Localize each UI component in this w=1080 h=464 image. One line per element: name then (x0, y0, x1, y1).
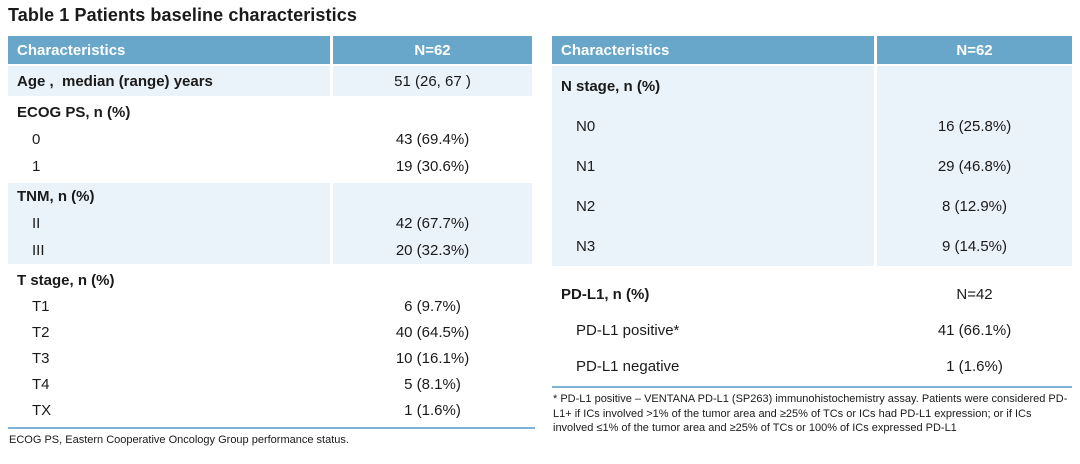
table-row: T stage, n (%) (8, 267, 532, 293)
row-label: T2 (32, 323, 50, 341)
table-body: Age , median (range) years 51 (26, 67 ) EC… (8, 66, 532, 423)
row-label: ECOG PS, n (%) (17, 104, 131, 121)
row-value: 16 (25.8%) (874, 106, 1072, 146)
row-value (330, 99, 532, 126)
table-row: II 42 (67.7%) (8, 210, 532, 237)
row-label: T stage, n (%) (17, 271, 115, 289)
row-label: N1 (576, 157, 596, 175)
row-value: 1 (1.6%) (874, 348, 1072, 384)
table-row: ECOG PS, n (%) (8, 99, 532, 126)
table-body: N stage, n (%) N0 16 (25.8%) N1 29 (46.8%) N2… (552, 66, 1072, 384)
row-group: ECOG PS, n (%) 0 43 (69.4%) 1 19 (30.6%) (8, 99, 532, 180)
baseline-table-left: Characteristics N=62 Age , median (range… (8, 36, 535, 448)
divider-line (552, 386, 1072, 388)
row-value: 51 (26, 67 ) (330, 66, 532, 96)
row-value: 43 (69.4%) (330, 126, 532, 153)
row-label: T3 (32, 349, 50, 367)
row-value: 9 (14.5%) (874, 226, 1072, 266)
row-value: N=42 (874, 276, 1072, 312)
row-label: Age , median (range) years (17, 72, 213, 90)
row-group: PD-L1, n (%) N=42 PD-L1 positive* 41 (66.1%… (552, 276, 1072, 384)
footnote-ecog: ECOG PS, Eastern Cooperative Oncology Gr… (9, 434, 349, 446)
row-label: N3 (576, 237, 596, 255)
row-value (330, 267, 532, 293)
row-label: 0 (32, 131, 41, 148)
row-group: Age , median (range) years 51 (26, 67 ) (8, 66, 532, 96)
table-row: N2 8 (12.9%) (552, 186, 1072, 226)
table-row: PD-L1 positive* 41 (66.1%) (552, 312, 1072, 348)
row-value: 1 (1.6%) (330, 397, 532, 423)
row-label: PD-L1 positive* (576, 321, 680, 339)
row-value: 20 (32.3%) (330, 237, 532, 264)
row-value (874, 66, 1072, 106)
table-row: N3 9 (14.5%) (552, 226, 1072, 266)
row-label: T4 (32, 375, 50, 393)
row-value: 29 (46.8%) (874, 146, 1072, 186)
row-value: 42 (67.7%) (330, 210, 532, 237)
row-value: 5 (8.1%) (330, 371, 532, 397)
row-label: N stage, n (%) (561, 77, 661, 95)
table-row: PD-L1, n (%) N=42 (552, 276, 1072, 312)
row-group: TNM, n (%) II 42 (67.7%) III 20 (32.3%) (8, 183, 532, 264)
table-header-row: Characteristics N=62 (552, 36, 1072, 64)
divider-line (8, 427, 535, 429)
table-row: T4 5 (8.1%) (8, 371, 532, 397)
page-title: Table 1 Patients baseline characteristic… (8, 5, 357, 25)
row-label: TNM, n (%) (17, 188, 95, 205)
row-value: 40 (64.5%) (330, 319, 532, 345)
table-row: Age , median (range) years 51 (26, 67 ) (8, 66, 532, 96)
table-row: T1 6 (9.7%) (8, 293, 532, 319)
row-label: II (32, 215, 41, 232)
table-header-row: Characteristics N=62 (8, 36, 532, 64)
table-row: 0 43 (69.4%) (8, 126, 532, 153)
table-row: T2 40 (64.5%) (8, 319, 532, 345)
table-row: N stage, n (%) (552, 66, 1072, 106)
row-label: PD-L1 negative (576, 357, 680, 375)
column-header-n62: N=62 (330, 36, 532, 64)
table-row: TNM, n (%) (8, 183, 532, 210)
row-label: N2 (576, 197, 596, 215)
row-group: T stage, n (%) T1 6 (9.7%) T2 40 (64.5%) T3 10… (8, 267, 532, 423)
row-value: 6 (9.7%) (330, 293, 532, 319)
table-row: T3 10 (16.1%) (8, 345, 532, 371)
row-value: 19 (30.6%) (330, 153, 532, 180)
row-label: III (32, 242, 45, 259)
column-header-characteristics: Characteristics (17, 41, 126, 59)
column-header-n62: N=62 (874, 36, 1072, 64)
row-label: T1 (32, 297, 50, 315)
row-group: N stage, n (%) N0 16 (25.8%) N1 29 (46.8%) N2… (552, 66, 1072, 266)
row-label: 1 (32, 158, 41, 175)
footnote-pdl1: * PD-L1 positive – VENTANA PD-L1 (SP263)… (553, 393, 1068, 434)
table-row: PD-L1 negative 1 (1.6%) (552, 348, 1072, 384)
baseline-table-right: Characteristics N=62 N stage, n (%) N0 16 … (552, 36, 1072, 436)
row-value (330, 183, 532, 210)
table-row: TX 1 (1.6%) (8, 397, 532, 423)
table-row: N1 29 (46.8%) (552, 146, 1072, 186)
column-header-characteristics: Characteristics (561, 41, 670, 59)
row-label: PD-L1, n (%) (561, 285, 650, 303)
row-label: TX (32, 401, 52, 419)
table-row: N0 16 (25.8%) (552, 106, 1072, 146)
row-value: 41 (66.1%) (874, 312, 1072, 348)
row-value: 10 (16.1%) (330, 345, 532, 371)
table-row: III 20 (32.3%) (8, 237, 532, 264)
table-row: 1 19 (30.6%) (8, 153, 532, 180)
row-value: 8 (12.9%) (874, 186, 1072, 226)
row-label: N0 (576, 117, 596, 135)
